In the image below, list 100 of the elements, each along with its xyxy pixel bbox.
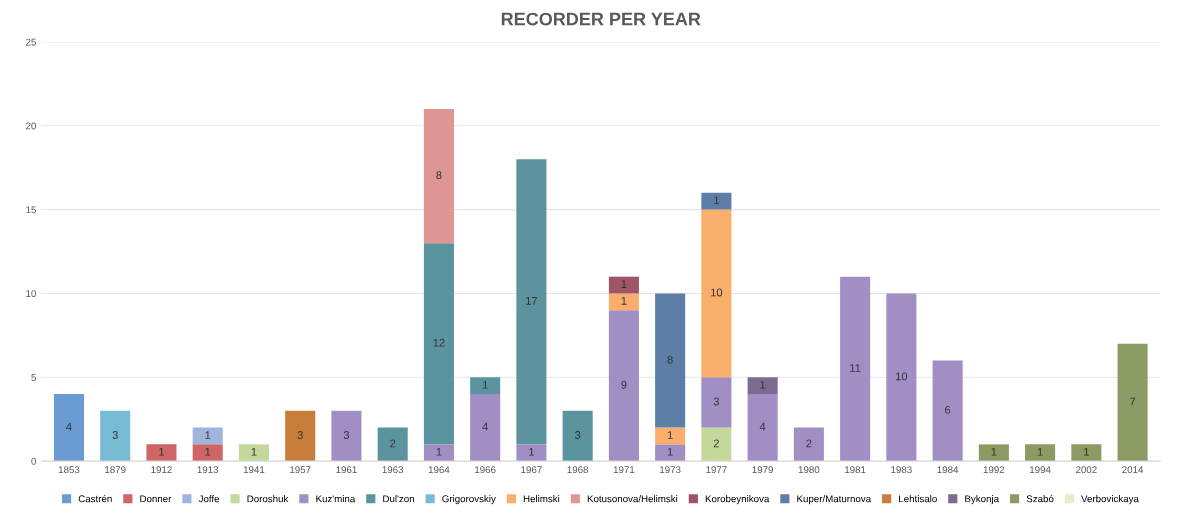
data-label: 1 [667,431,673,439]
x-tick-label: 1912 [151,466,172,474]
bar [608,276,639,294]
data-label: 1 [205,431,211,439]
data-label: 1 [621,297,627,305]
data-label: 6 [945,405,951,414]
y-tick-label: 15 [26,206,36,214]
data-label: 10 [711,288,723,297]
bar [53,394,85,462]
data-label: 1 [482,380,488,389]
data-label: 2 [713,439,719,448]
y-tick-label: 25 [26,38,36,46]
bar [192,427,223,445]
data-label: 1 [991,447,997,456]
data-label: 4 [759,422,766,431]
bar [331,410,362,462]
x-tick-label: 1980 [798,466,820,474]
bar [1117,343,1148,462]
x-tick-label: 2002 [1076,466,1097,474]
legend-label: Korobeynikova [705,495,770,505]
x-tick-label: 1964 [428,466,450,474]
bar [608,293,639,311]
x-tick-label: 1967 [521,466,542,474]
x-tick-label: 1853 [58,466,80,474]
bar [1071,444,1102,462]
x-tick-label: 1968 [567,466,589,474]
data-label: 10 [896,372,908,381]
bar [1025,444,1056,462]
data-label: 1 [621,280,627,288]
data-label: 4 [482,422,488,431]
data-label: 2 [806,439,812,448]
data-label: 4 [66,422,72,431]
data-label: 1 [529,447,534,456]
legend-label: Donner [140,495,172,503]
bar [655,427,686,445]
x-tick-label: 1981 [845,466,866,474]
y-tick-label: 5 [31,374,36,381]
data-label: 1 [205,447,211,456]
data-label: 17 [526,297,538,305]
x-tick-label: 1966 [475,466,496,474]
legend-label: Bykonja [965,495,1000,505]
x-tick-label: 1973 [660,466,681,474]
data-label: 1 [251,447,257,456]
legend-label: Kuz'mina [316,495,356,503]
legend-label: Castrén [78,494,112,503]
bar [608,310,639,462]
bar [285,410,316,462]
y-tick-label: 20 [26,122,36,130]
bar [655,293,686,428]
x-tick-label: 1879 [105,466,126,474]
bar [238,444,269,462]
legend-label: Helimski [523,495,560,503]
legend-label: Grigorovskiy [442,495,496,505]
bar [747,394,778,462]
data-label: 2 [390,439,396,448]
data-label: 9 [621,380,627,389]
bar [100,410,131,462]
bar [423,444,454,462]
data-label: 12 [433,338,445,347]
bar [516,159,547,445]
legend-label: Lehtisalo [899,495,937,503]
bar [377,427,408,462]
legend-label: Kuper/Maturnova [797,495,872,505]
legend-label: Kotusonova/Helimski [587,495,678,503]
bar [701,377,732,428]
legend-label: Verbovickaya [1081,495,1139,505]
data-label: 3 [297,431,303,439]
data-label: 1 [1084,447,1089,456]
x-tick-label: 1961 [336,466,357,474]
data-label: 8 [436,171,442,180]
bar [747,377,778,395]
bar [932,360,963,462]
bar [655,444,686,462]
bar [701,192,732,210]
bar [886,293,917,462]
data-label: 3 [713,397,719,406]
x-tick-label: 1977 [706,466,727,474]
data-label: 1 [159,447,165,456]
bar [470,394,501,462]
x-tick-label: 1957 [290,466,311,474]
bar [978,444,1009,462]
x-tick-label: 1979 [752,466,773,474]
legend-label: Dul'zon [383,495,414,503]
x-tick-label: 2014 [1122,466,1144,474]
x-tick-label: 1992 [983,466,1005,474]
data-label: 8 [667,355,673,364]
bar [701,427,732,462]
x-tick-label: 1941 [243,466,265,474]
data-label: 1 [667,447,673,456]
chart-title: RECORDER PER YEAR [501,12,701,26]
bar [423,108,454,244]
bar [470,377,501,395]
bar [840,276,871,462]
data-label: 3 [112,431,118,439]
bar [793,427,824,462]
legend-label: Doroshuk [247,495,289,503]
bar [423,243,454,445]
data-label: 1 [714,196,719,205]
x-tick-label: 1913 [197,466,219,474]
data-label: 1 [436,447,442,456]
